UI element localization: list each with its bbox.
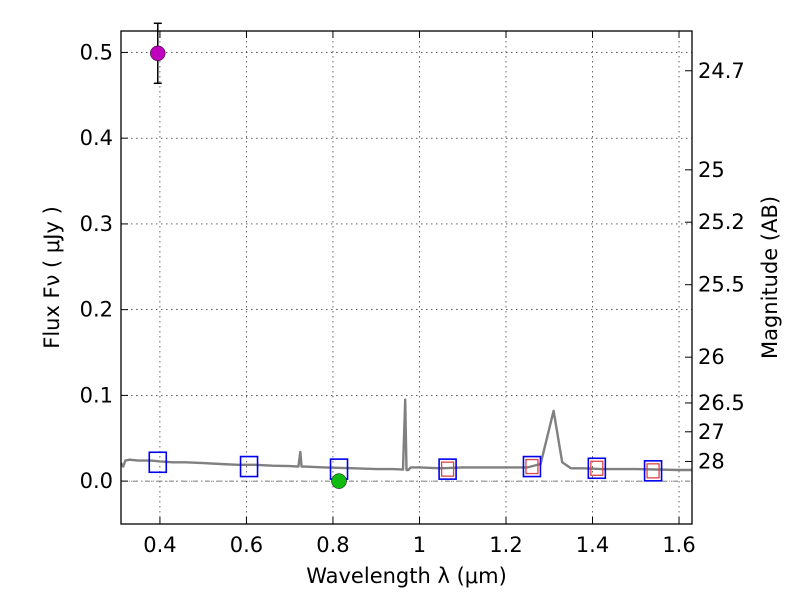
photometry-layer bbox=[148, 22, 663, 489]
x-tick-label: 0.6 bbox=[230, 533, 263, 557]
magnitude-tick-label: 28 bbox=[698, 449, 725, 473]
sed-model-layer bbox=[119, 398, 692, 472]
y-axis-title: Flux Fν ( μJy ) bbox=[40, 206, 64, 349]
x-tick-label: 1.6 bbox=[662, 533, 695, 557]
y-tick-label: 0.2 bbox=[80, 298, 113, 322]
right-axis-title: Magnitude (AB) bbox=[758, 196, 782, 359]
model-photometry-square bbox=[438, 458, 457, 480]
magnitude-tick-label: 25 bbox=[698, 158, 725, 182]
magnitude-tick-label: 24.7 bbox=[698, 59, 745, 83]
plot-frame bbox=[120, 30, 693, 525]
model-photometry-inner-square bbox=[440, 461, 455, 477]
sed-model-line bbox=[119, 398, 692, 472]
model-photometry-inner-square bbox=[525, 458, 539, 475]
model-photometry-square bbox=[643, 460, 663, 482]
observed-flux-point bbox=[150, 45, 166, 62]
model-photometry-square bbox=[522, 455, 542, 478]
model-photometry-inner-square bbox=[590, 460, 604, 476]
model-photometry-square bbox=[587, 457, 607, 480]
model-photometry-inner-square bbox=[646, 463, 660, 479]
x-tick-label: 1 bbox=[413, 533, 426, 557]
y-tick-label: 0.5 bbox=[80, 40, 113, 64]
axis-ticks: 0.4 0.6 0.8 1 1.2 1.4 1.6 0.0 0.1 0.2 0.3 0.4 0.5 24.… bbox=[80, 31, 745, 557]
magnitude-tick-label: 25.5 bbox=[698, 273, 745, 297]
magnitude-tick-label: 27 bbox=[698, 420, 725, 444]
x-tick-label: 1.2 bbox=[489, 533, 522, 557]
y-tick-label: 0.3 bbox=[80, 212, 113, 236]
y-tick-label: 0.0 bbox=[80, 469, 113, 493]
x-axis-title: Wavelength λ (μm) bbox=[306, 564, 507, 588]
grid bbox=[121, 31, 692, 524]
x-tick-label: 0.8 bbox=[316, 533, 349, 557]
model-photometry-square bbox=[239, 455, 259, 478]
model-photometry-square bbox=[148, 451, 168, 474]
y-tick-label: 0.4 bbox=[80, 126, 113, 150]
magnitude-tick-label: 26.5 bbox=[698, 391, 745, 415]
x-tick-label: 0.4 bbox=[143, 533, 176, 557]
y-tick-label: 0.1 bbox=[80, 383, 113, 407]
magnitude-tick-label: 26 bbox=[698, 345, 725, 369]
observed-flux-point bbox=[331, 473, 347, 489]
magnitude-tick-label: 25.2 bbox=[698, 210, 745, 234]
x-tick-label: 1.4 bbox=[576, 533, 609, 557]
